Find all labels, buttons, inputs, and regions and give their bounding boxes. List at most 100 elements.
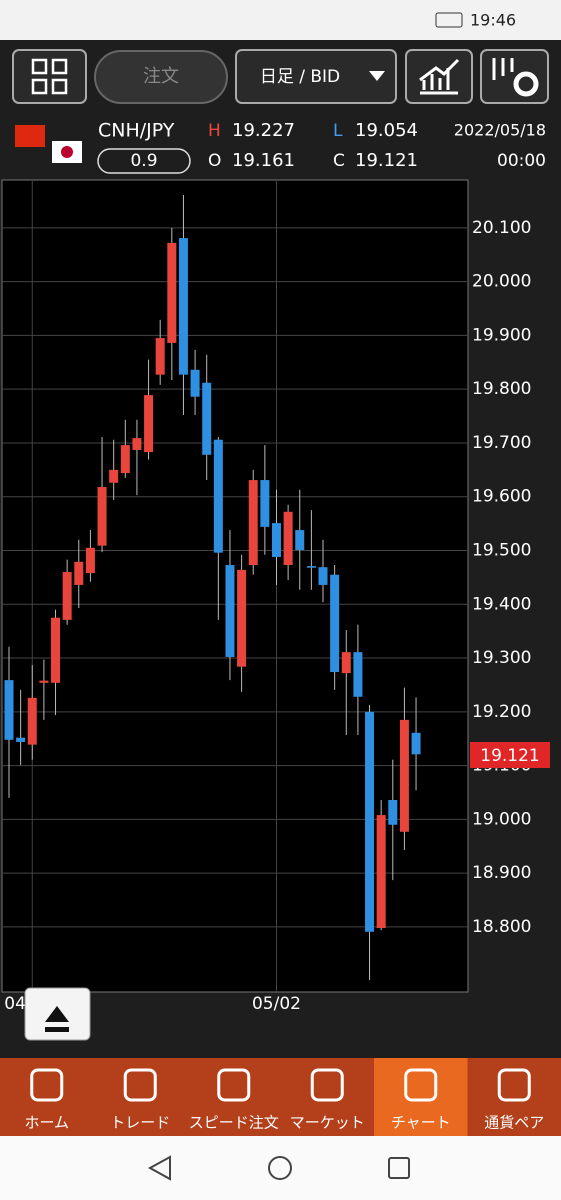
nav-icon (30, 1068, 64, 1102)
candle-body (237, 569, 247, 667)
candle-body (353, 652, 363, 697)
candle-body (213, 439, 223, 553)
high-label: H (208, 121, 221, 141)
y-tick-label: 19.800 (472, 379, 531, 399)
flag-cn (15, 125, 45, 147)
y-tick-label: 19.500 (472, 541, 531, 561)
battery-icon (435, 12, 463, 28)
dropdown-arrow (369, 71, 385, 81)
candle-body (248, 480, 258, 566)
y-tick-label: 20.000 (472, 272, 531, 292)
candle-body (16, 737, 26, 742)
high: 19.227 (232, 120, 295, 141)
home-button[interactable] (268, 1156, 292, 1180)
candle-body (411, 732, 421, 755)
candle-body (4, 680, 14, 740)
candle-body (27, 697, 37, 745)
nav-label: スピード注文 (189, 1114, 279, 1132)
close-label: C (333, 151, 345, 171)
candle-body (132, 438, 142, 450)
eject-icon (45, 1006, 69, 1032)
x-tick-label: 05/02 (252, 994, 301, 1014)
candle-body (225, 565, 235, 657)
nav-icon (123, 1068, 157, 1102)
system-nav (0, 1136, 561, 1200)
candle-body (376, 815, 386, 929)
candle-body (155, 338, 165, 375)
time: 00:00 (497, 151, 546, 171)
candle-body (283, 511, 293, 566)
close: 19.121 (355, 150, 418, 171)
candle-body (167, 242, 177, 343)
candle-body (306, 566, 316, 568)
candle-body (178, 238, 188, 375)
recents-button[interactable] (388, 1157, 410, 1179)
status-time: 19:46 (470, 11, 516, 30)
y-tick-label: 19.600 (472, 487, 531, 507)
spread-pill (97, 148, 191, 174)
indicator-icon (419, 58, 460, 95)
indicator-button[interactable] (405, 49, 473, 104)
order-button[interactable] (94, 50, 228, 104)
candle-body (62, 572, 72, 620)
candle-body (85, 547, 95, 574)
candle-body (365, 711, 375, 932)
y-tick-label: 19.300 (472, 648, 531, 668)
candle-body (97, 487, 107, 546)
settings-icon (513, 71, 539, 97)
price-tag-label: 19.121 (480, 746, 539, 766)
candle-body (144, 395, 154, 453)
candle-body (109, 469, 119, 483)
nav-icon (310, 1068, 344, 1102)
candle-body (39, 680, 49, 683)
spread: 0.9 (130, 151, 157, 171)
plot-area (1, 179, 469, 993)
date: 2022/05/18 (454, 121, 546, 140)
order-label: 注文 (143, 66, 179, 87)
timeframe-label: 日足 / BID (260, 67, 340, 87)
timeframe-dropdown[interactable] (235, 49, 397, 104)
candle-body (51, 617, 61, 683)
open: 19.161 (232, 150, 295, 171)
nav-label: トレード (110, 1114, 170, 1132)
menu-button[interactable] (12, 49, 87, 104)
nav-label: 通貨ペア (484, 1114, 544, 1132)
nav-label: ホーム (24, 1114, 69, 1132)
status-bar (0, 0, 561, 40)
y-tick-label: 19.900 (472, 325, 531, 345)
y-tick-label: 18.900 (472, 863, 531, 883)
y-tick-label: 19.000 (472, 809, 531, 829)
nav-tabs: ホーム トレード スピード注文 マーケット チャート 通貨ペア (24, 1058, 544, 1136)
open-label: O (208, 151, 221, 171)
y-tick-label: 19.700 (472, 433, 531, 453)
nav-icon (404, 1068, 438, 1102)
back-button[interactable] (147, 1155, 171, 1181)
settings-button[interactable] (480, 49, 549, 104)
menu-icon (31, 58, 68, 95)
x-tick-label: 04 (4, 994, 26, 1014)
flag-jp-sun (61, 146, 73, 158)
candle-body (399, 719, 409, 832)
candle-body (295, 530, 305, 550)
candle-body (388, 800, 398, 825)
candle-body (330, 574, 340, 673)
candle-body (74, 561, 84, 585)
low: 19.054 (355, 120, 418, 141)
y-tick-label: 19.400 (472, 594, 531, 614)
candle-body (271, 523, 281, 557)
y-tick-label: 20.100 (472, 218, 531, 238)
y-tick-label: 19.200 (472, 702, 531, 722)
candle-body (341, 652, 351, 674)
candles-icon (492, 58, 514, 80)
candle-body (190, 369, 200, 397)
nav-icon (217, 1068, 251, 1102)
candle-body (318, 567, 328, 585)
candle-body (260, 480, 270, 527)
nav-label: チャート (391, 1114, 451, 1132)
candle-body (202, 382, 212, 455)
candle-body (120, 445, 130, 474)
y-tick-label: 18.800 (472, 917, 531, 937)
price-tag (470, 742, 550, 768)
pair: CNH/JPY (98, 120, 175, 142)
